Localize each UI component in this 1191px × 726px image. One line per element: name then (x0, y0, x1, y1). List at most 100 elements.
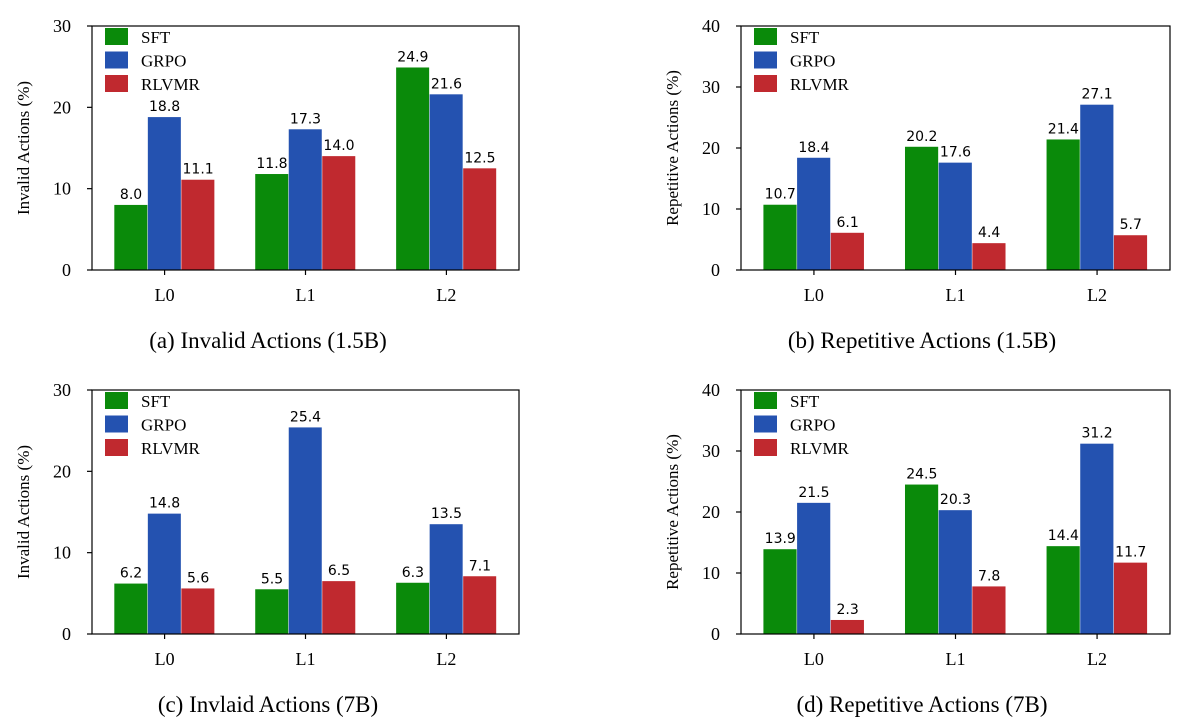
legend-swatch-sft (105, 392, 128, 409)
legend-label-grpo: GRPO (790, 416, 835, 435)
data-label: 24.9 (397, 49, 428, 65)
x-tick-label: L0 (155, 285, 175, 305)
plot-frame (740, 25, 1171, 271)
bar-rlvmr-l0 (830, 619, 864, 634)
y-tick-label: 30 (53, 380, 71, 400)
bar-grpo-l2 (429, 524, 463, 634)
data-label: 7.8 (978, 568, 1000, 584)
y-tick-label: 0 (62, 260, 71, 280)
data-label: 5.6 (187, 570, 209, 586)
data-label: 11.7 (1115, 545, 1146, 561)
bar-grpo-l2 (429, 94, 463, 270)
y-tick-label: 20 (53, 97, 71, 117)
chart-caption: (b) Repetitive Actions (1.5B) (788, 328, 1056, 353)
legend-swatch-rlvmr (105, 75, 128, 92)
data-label: 8.0 (120, 187, 142, 203)
x-tick-label: L2 (1087, 649, 1107, 669)
bar-sft-l2 (1046, 139, 1080, 270)
bar-grpo-l1 (938, 162, 972, 270)
y-tick-label: 10 (53, 543, 71, 563)
bar-rlvmr-l1 (972, 243, 1006, 270)
legend-label-sft: SFT (790, 28, 820, 47)
legend-label-rlvmr: RLVMR (141, 439, 201, 458)
bar-rlvmr-l1 (972, 586, 1006, 634)
legend-swatch-rlvmr (105, 439, 128, 456)
plot-frame (91, 25, 520, 271)
legend-swatch-grpo (105, 51, 128, 69)
x-tick-label: L0 (155, 649, 175, 669)
data-label: 10.7 (765, 187, 796, 203)
legend-label-grpo: GRPO (141, 416, 186, 435)
legend-label-sft: SFT (141, 28, 171, 47)
x-tick-label: L1 (296, 285, 316, 305)
data-label: 31.2 (1081, 426, 1112, 442)
bar-sft-l0 (763, 204, 797, 270)
y-tick-label: 30 (702, 77, 720, 97)
y-tick-label: 20 (702, 138, 720, 158)
legend-swatch-sft (754, 392, 777, 409)
chart-caption: (d) Repetitive Actions (7B) (796, 692, 1047, 717)
y-axis-label: Invalid Actions (%) (14, 81, 33, 215)
data-label: 24.5 (906, 467, 937, 483)
x-tick-label: L0 (804, 285, 824, 305)
legend-swatch-sft (754, 28, 777, 45)
x-tick-label: L1 (296, 649, 316, 669)
y-axis-label: Repetitive Actions (%) (663, 434, 682, 590)
data-label: 4.4 (978, 225, 1000, 241)
data-label: 14.8 (149, 496, 180, 512)
bar-sft-l1 (904, 484, 939, 634)
bar-grpo-l1 (938, 510, 972, 634)
legend-swatch-grpo (754, 51, 777, 69)
bar-grpo-l2 (1080, 443, 1114, 634)
x-tick-label: L1 (946, 649, 966, 669)
data-label: 18.4 (798, 140, 829, 156)
bar-sft-l0 (114, 583, 148, 634)
legend-swatch-grpo (105, 415, 128, 433)
data-label: 27.1 (1081, 87, 1112, 103)
data-label: 20.2 (906, 129, 937, 145)
data-label: 21.6 (431, 76, 462, 92)
bar-sft-l0 (114, 204, 148, 270)
bar-grpo-l2 (1080, 104, 1114, 270)
plot-frame (91, 389, 520, 635)
data-label: 18.8 (149, 99, 180, 115)
x-tick-label: L2 (436, 285, 456, 305)
data-label: 5.7 (1120, 217, 1142, 233)
y-tick-label: 40 (702, 380, 720, 400)
legend-label-rlvmr: RLVMR (790, 439, 850, 458)
bar-rlvmr-l0 (830, 232, 864, 270)
legend-label-rlvmr: RLVMR (790, 75, 850, 94)
y-tick-label: 0 (711, 260, 720, 280)
x-tick-label: L1 (946, 285, 966, 305)
bar-sft-l1 (255, 589, 289, 634)
y-tick-label: 40 (702, 16, 720, 36)
data-label: 6.2 (120, 566, 142, 582)
data-label: 14.4 (1048, 528, 1079, 544)
data-label: 21.5 (798, 485, 829, 501)
bar-rlvmr-l1 (322, 156, 356, 270)
y-tick-label: 30 (702, 441, 720, 461)
bar-sft-l2 (396, 67, 430, 270)
bar-grpo-l0 (147, 117, 181, 270)
y-tick-label: 10 (702, 563, 720, 583)
data-label: 7.1 (469, 558, 491, 574)
legend-swatch-rlvmr (754, 439, 777, 456)
data-label: 11.1 (183, 162, 214, 178)
legend-label-sft: SFT (790, 392, 820, 411)
legend-label-rlvmr: RLVMR (141, 75, 201, 94)
bar-rlvmr-l2 (463, 576, 497, 634)
y-tick-label: 30 (53, 16, 71, 36)
bar-rlvmr-l2 (463, 168, 497, 270)
chart-caption: (c) Invlaid Actions (7B) (158, 692, 378, 717)
bar-grpo-l0 (797, 502, 831, 634)
data-label: 14.0 (323, 138, 354, 154)
x-tick-label: L2 (436, 649, 456, 669)
y-tick-label: 20 (53, 461, 71, 481)
data-label: 21.4 (1048, 121, 1079, 137)
y-axis-label: Repetitive Actions (%) (663, 70, 682, 226)
data-label: 6.3 (402, 565, 424, 581)
bar-rlvmr-l2 (1113, 235, 1148, 270)
bar-sft-l1 (255, 174, 289, 270)
bar-sft-l1 (904, 146, 939, 270)
